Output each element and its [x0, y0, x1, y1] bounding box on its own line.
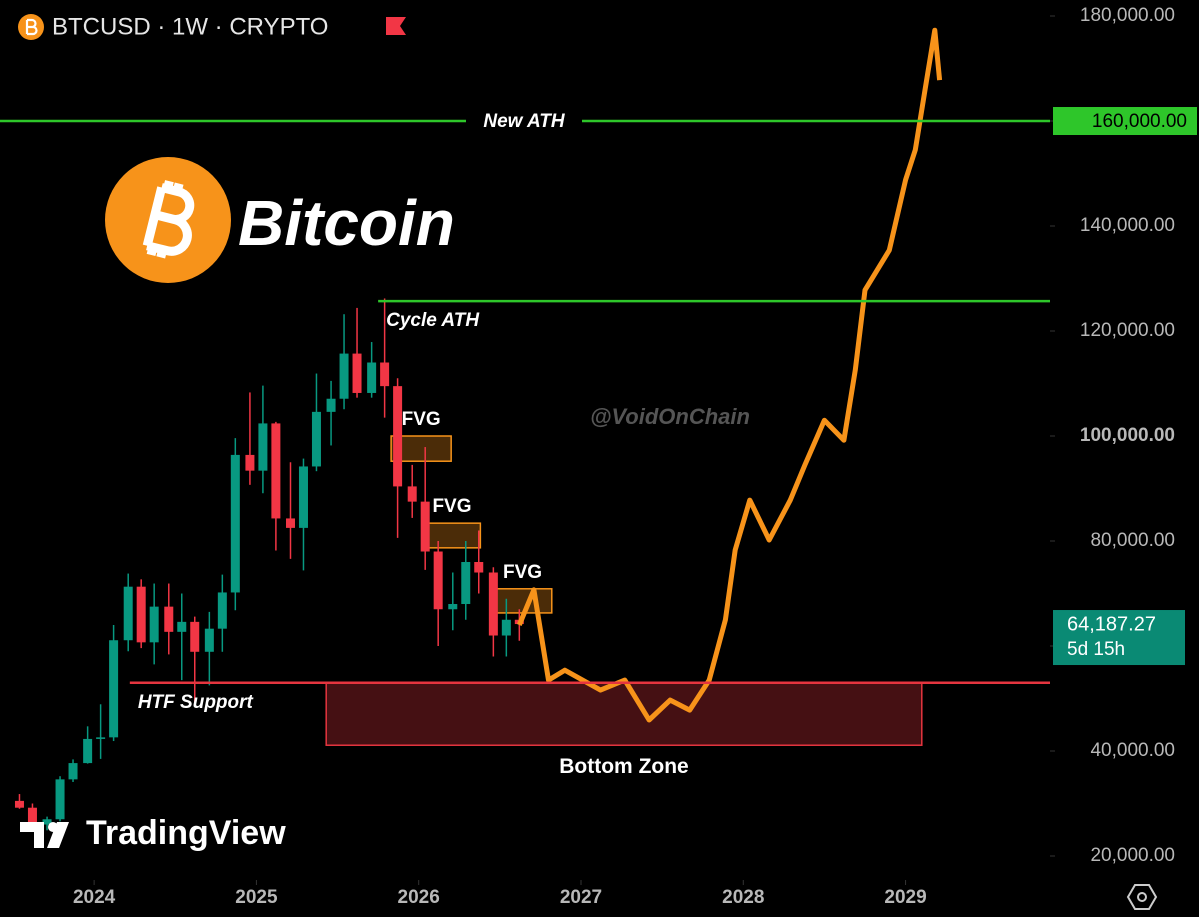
candle-body: [461, 562, 471, 605]
fvg-label: FVG: [402, 409, 441, 430]
candle-body: [339, 353, 349, 399]
y-tick-label: 180,000.00: [1080, 5, 1175, 26]
candle-body: [217, 592, 227, 629]
y-tick-label: 100,000.00: [1080, 425, 1175, 446]
level-label: HTF Support: [138, 692, 254, 713]
candle-body: [68, 763, 78, 780]
bitcoin-logo-glyph: [142, 180, 195, 259]
x-tick-label: 2029: [884, 887, 926, 908]
candle-body: [204, 628, 214, 652]
brand: Bitcoin: [105, 157, 455, 283]
candle-body: [311, 411, 321, 467]
price-tag-label: 160,000.00: [1092, 111, 1187, 132]
candle-body: [109, 640, 119, 738]
plot-area: 20,000.0040,000.0060,000.0080,000.00100,…: [0, 5, 1197, 908]
price-tag: [1053, 107, 1197, 136]
candle-body: [42, 819, 52, 825]
candle-body: [123, 586, 133, 641]
y-tick-label: 40,000.00: [1090, 740, 1175, 761]
candle-body: [407, 486, 417, 502]
candle-body: [448, 604, 458, 610]
candle-body: [190, 621, 200, 652]
candle-body: [83, 738, 93, 764]
candle-body: [96, 737, 106, 739]
symbol-header: BTCUSD · 1W · CRYPTO: [18, 13, 406, 40]
candle-body: [488, 572, 498, 636]
x-tick-label: 2026: [398, 887, 440, 908]
candle-body: [258, 423, 268, 471]
projection-line: [516, 27, 943, 723]
x-tick-label: 2028: [722, 887, 764, 908]
settings-button[interactable]: [1126, 884, 1158, 910]
brand-name: Bitcoin: [238, 187, 455, 259]
candle-body: [164, 606, 174, 632]
candle-body: [55, 779, 65, 820]
level-label: Cycle ATH: [386, 310, 480, 331]
fvg-box: [422, 522, 482, 549]
x-tick-label: 2027: [560, 887, 602, 908]
level-label: New ATH: [483, 111, 566, 132]
y-tick-label: 120,000.00: [1080, 320, 1175, 341]
candle-body: [420, 501, 430, 552]
flag-icon[interactable]: [386, 17, 406, 35]
candle-body: [14, 800, 24, 808]
x-tick-label: 2025: [235, 887, 278, 908]
candle-body: [149, 606, 159, 643]
candle-body: [380, 362, 390, 387]
candle-body: [245, 454, 255, 471]
x-tick-label: 2024: [73, 887, 116, 908]
last-price-label: 64,187.27: [1067, 613, 1156, 635]
y-tick-label: 80,000.00: [1090, 530, 1175, 551]
fvg-box: [492, 588, 553, 614]
candle-body: [298, 466, 308, 528]
y-tick-label: 20,000.00: [1090, 845, 1175, 866]
tradingview-logo: TradingView: [20, 814, 286, 852]
bottom-zone: [325, 682, 923, 746]
candle-body: [352, 353, 362, 393]
candle-body: [177, 621, 187, 632]
candle-body: [326, 398, 336, 412]
fvg-label: FVG: [503, 562, 542, 583]
watermark: @VoidOnChain: [590, 404, 750, 429]
candle-body: [367, 362, 377, 393]
candle-body: [393, 386, 403, 487]
candle-body: [433, 551, 443, 610]
candle-body: [501, 619, 511, 636]
fvg-label: FVG: [432, 496, 471, 517]
candle-body: [136, 586, 146, 643]
zone-label: Bottom Zone: [559, 755, 688, 778]
level-label-bg: [466, 109, 582, 134]
candle-body: [285, 518, 295, 528]
candle-body: [271, 423, 281, 519]
y-tick-label: 140,000.00: [1080, 215, 1175, 236]
last-price-tag: [1053, 610, 1185, 666]
chart-title: BTCUSD · 1W · CRYPTO: [52, 13, 328, 40]
candle-body: [474, 562, 484, 573]
logo-text: TradingView: [86, 814, 286, 852]
countdown: 5d 15h: [1067, 639, 1125, 660]
candle-body: [27, 807, 37, 825]
symbol-icon-glyph: [25, 18, 38, 36]
candle-body: [230, 454, 240, 593]
